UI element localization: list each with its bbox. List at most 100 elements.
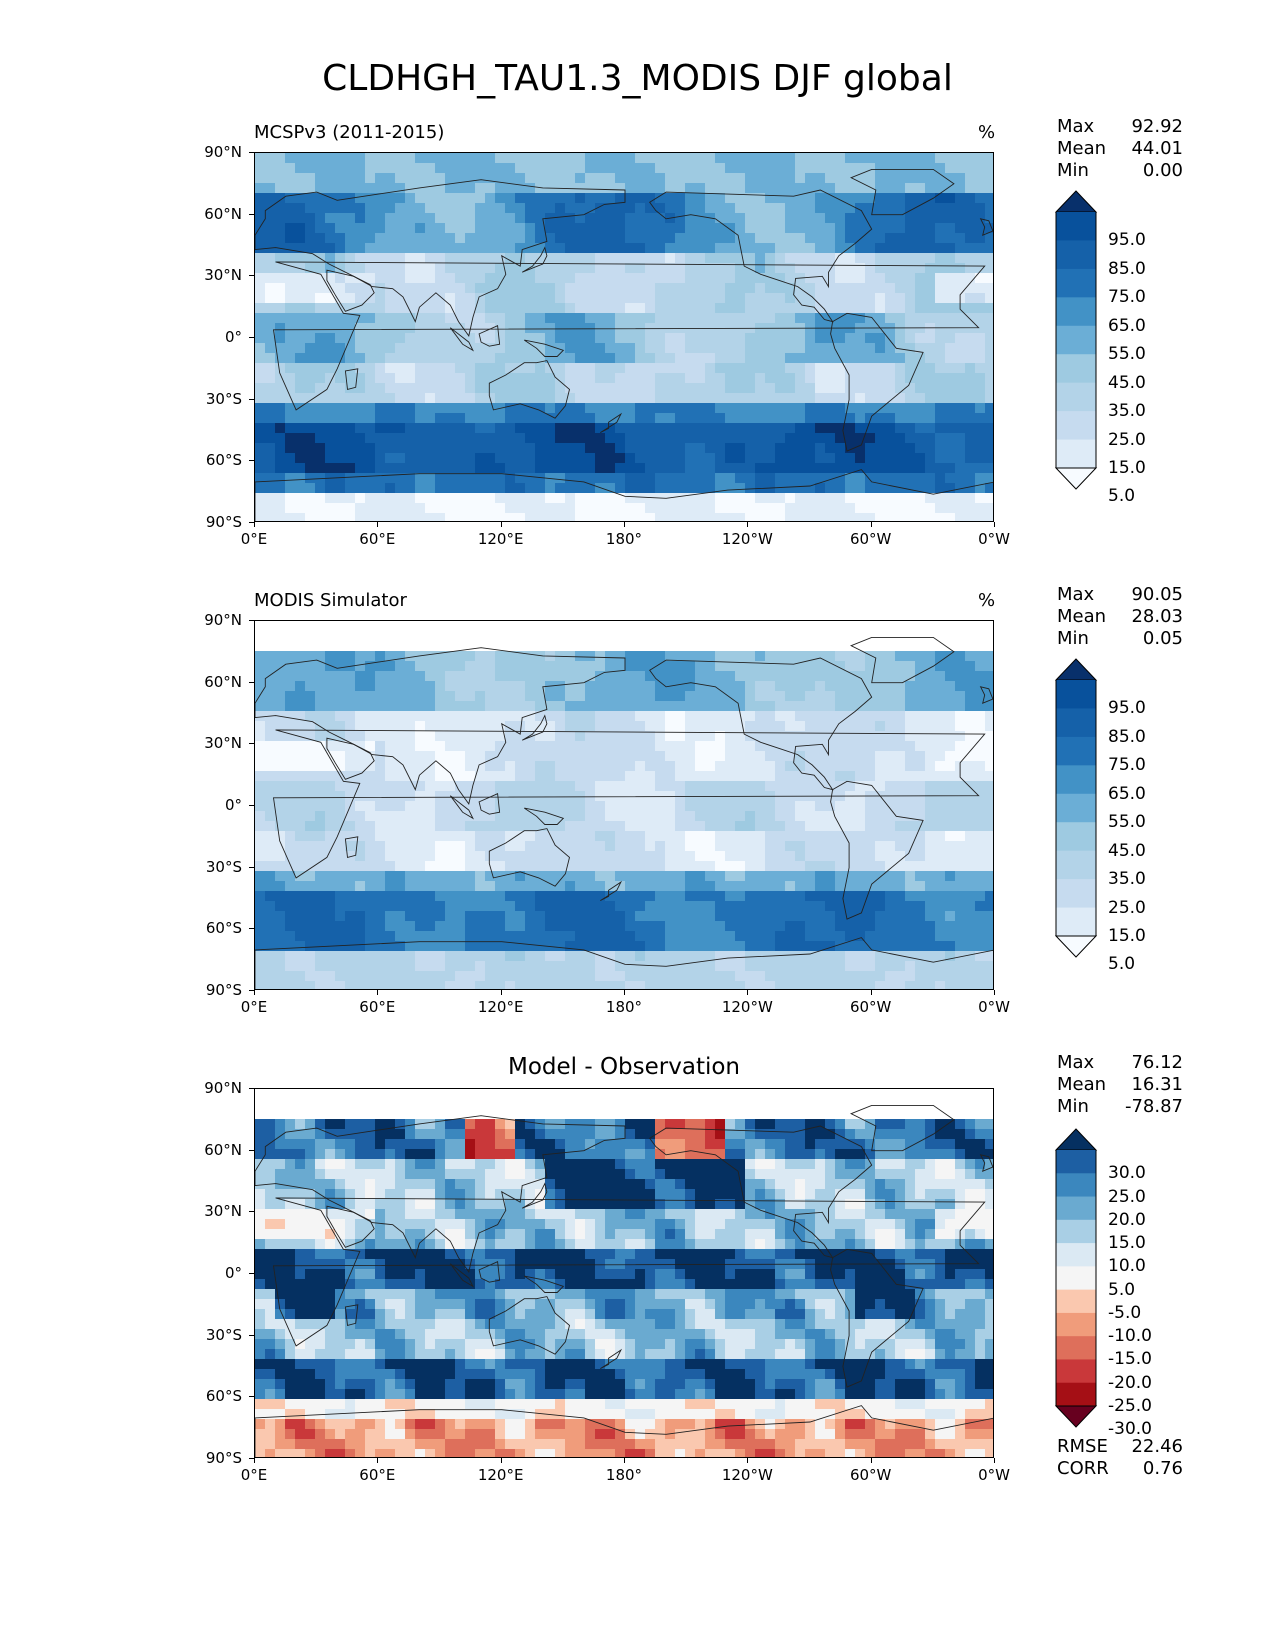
field-cell: [905, 861, 916, 872]
field-cell: [465, 373, 476, 384]
field-cell: [825, 503, 836, 514]
field-cell: [635, 741, 646, 752]
field-cell: [515, 293, 526, 304]
field-cell: [655, 223, 666, 234]
field-cell: [465, 203, 476, 214]
field-cell: [605, 691, 616, 702]
field-cell: [935, 503, 946, 514]
field-cell: [615, 911, 626, 922]
field-cell: [965, 841, 976, 852]
field-cell: [325, 821, 336, 832]
field-cell: [945, 223, 956, 234]
field-cell: [835, 931, 846, 942]
field-cell: [275, 861, 286, 872]
field-cell: [615, 293, 626, 304]
field-cell: [765, 413, 776, 424]
field-cell: [355, 483, 366, 494]
field-cell: [345, 931, 356, 942]
field-cell: [925, 771, 936, 782]
field-cell: [675, 831, 686, 842]
field-cell: [385, 651, 396, 662]
field-cell: [865, 453, 876, 464]
field-cell: [385, 473, 396, 484]
field-cell: [565, 393, 576, 404]
field-cell: [535, 423, 546, 434]
field-cell: [645, 423, 656, 434]
field-cell: [585, 223, 596, 234]
field-cell: [575, 263, 586, 274]
field-cell: [795, 821, 806, 832]
field-cell: [865, 383, 876, 394]
field-cell: [975, 433, 986, 444]
field-cell: [405, 153, 416, 164]
field-cell: [635, 313, 646, 324]
field-cell: [795, 881, 806, 892]
field-cell: [545, 851, 556, 862]
field-cell: [735, 203, 746, 214]
field-cell: [845, 163, 856, 174]
field-cell: [685, 433, 696, 444]
field-cell: [415, 323, 426, 334]
field-cell: [385, 721, 396, 732]
field-cell: [595, 353, 606, 364]
field-cell: [605, 293, 616, 304]
field-cell: [665, 223, 676, 234]
field-cell: [445, 861, 456, 872]
field-cell: [295, 483, 306, 494]
field-cell: [555, 891, 566, 902]
field-cell: [285, 283, 296, 294]
field-cell: [585, 761, 596, 772]
field-cell: [805, 273, 816, 284]
field-cell: [895, 163, 906, 174]
field-cell: [735, 771, 746, 782]
field-cell: [875, 931, 886, 942]
field-cell: [765, 173, 776, 184]
field-cell: [645, 681, 656, 692]
field-cell: [375, 173, 386, 184]
field-cell: [735, 153, 746, 164]
field-cell: [695, 771, 706, 782]
field-cell: [345, 393, 356, 404]
field-cell: [645, 313, 656, 324]
field-cell: [335, 373, 346, 384]
field-cell: [965, 173, 976, 184]
field-cell: [935, 173, 946, 184]
field-cell: [265, 721, 276, 732]
field-cell: [795, 483, 806, 494]
field-cell: [275, 811, 286, 822]
field-cell: [445, 941, 456, 952]
field-cell: [555, 681, 566, 692]
field-cell: [875, 263, 886, 274]
field-cell: [545, 333, 556, 344]
field-cell: [495, 811, 506, 822]
field-cell: [285, 941, 296, 952]
field-cell: [465, 453, 476, 464]
field-cell: [845, 183, 856, 194]
field-cell: [355, 393, 366, 404]
field-cell: [455, 373, 466, 384]
field-cell: [505, 163, 516, 174]
field-cell: [295, 223, 306, 234]
field-cell: [585, 313, 596, 324]
field-cell: [815, 183, 826, 194]
field-cell: [565, 911, 576, 922]
field-cell: [585, 901, 596, 912]
field-cell: [935, 453, 946, 464]
field-cell: [295, 791, 306, 802]
field-cell: [915, 193, 926, 204]
field-cell: [895, 921, 906, 932]
field-cell: [595, 881, 606, 892]
field-cell: [395, 831, 406, 842]
field-cell: [405, 931, 416, 942]
field-cell: [375, 771, 386, 782]
field-cell: [505, 203, 516, 214]
field-cell: [645, 413, 656, 424]
field-cell: [755, 153, 766, 164]
field-cell: [675, 751, 686, 762]
field-cell: [525, 433, 536, 444]
field-cell: [445, 801, 456, 812]
field-cell: [735, 811, 746, 822]
field-cell: [495, 273, 506, 284]
field-cell: [365, 711, 376, 722]
field-cell: [725, 383, 736, 394]
